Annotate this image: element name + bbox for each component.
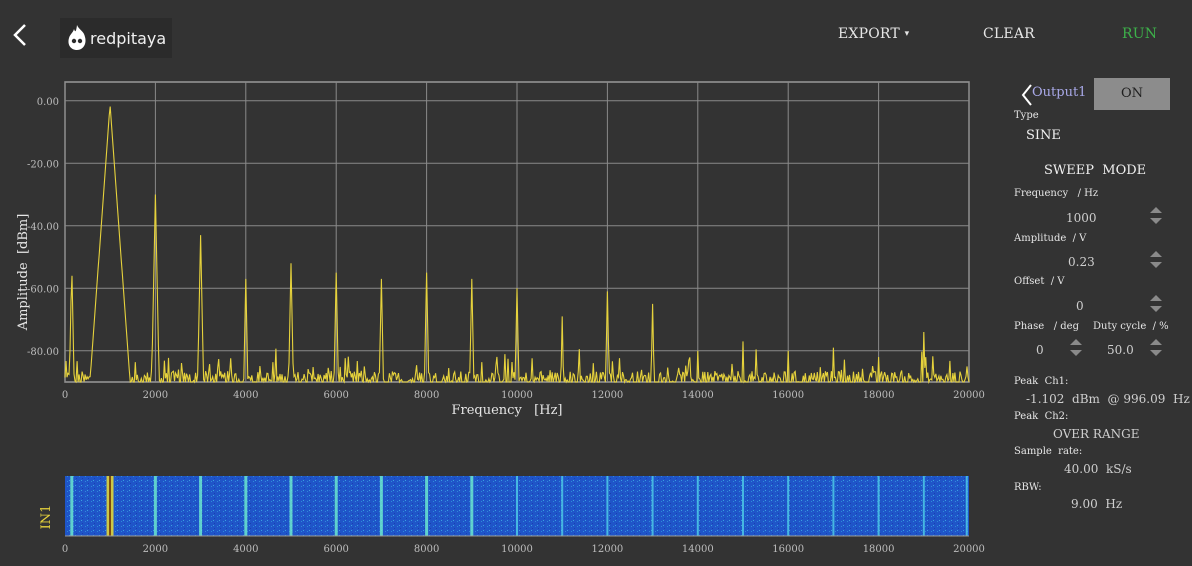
- peak-ch1-value: -1.102 dBm @ 996.09 Hz: [1026, 392, 1190, 406]
- redpitaya-logo: redpitaya: [60, 18, 172, 58]
- logo-text: redpitaya: [90, 29, 167, 48]
- waterfall-x-tick-label: 2000: [143, 544, 168, 555]
- waterfall-line: [922, 476, 925, 536]
- waterfall-line: [965, 476, 968, 536]
- y-axis-label: Amplitude [dBm]: [16, 214, 31, 332]
- waterfall-line: [470, 476, 474, 536]
- x-axis-label: Frequency [Hz]: [451, 403, 562, 418]
- waterfall-x-tick-label: 10000: [501, 544, 533, 555]
- waterfall-x-tick-label: 18000: [863, 544, 895, 555]
- x-tick-label: 2000: [143, 390, 168, 401]
- x-tick-label: 18000: [863, 390, 895, 401]
- x-tick-label: 12000: [591, 390, 623, 401]
- waterfall-line: [199, 476, 203, 536]
- waterfall-line: [153, 476, 157, 536]
- type-value[interactable]: SINE: [1026, 128, 1061, 143]
- x-tick-label: 14000: [682, 390, 714, 401]
- spectrum-trace: [64, 106, 970, 385]
- waterfall-line: [606, 476, 609, 536]
- waterfall-x-tick-label: 8000: [414, 544, 439, 555]
- waterfall-line: [379, 476, 383, 536]
- back-arrow-icon[interactable]: [10, 22, 32, 48]
- export-label: EXPORT: [838, 26, 900, 42]
- waterfall-line: [70, 476, 74, 536]
- frequency-stepper-icon[interactable]: [1149, 206, 1163, 226]
- waterfall-x-tick-label: 0: [62, 544, 68, 555]
- peak-ch1-label: Peak Ch1:: [1014, 376, 1069, 387]
- waterfall-x-tick-label: 20000: [953, 544, 985, 555]
- y-tick-label: -60.00: [27, 284, 59, 295]
- amplitude-stepper-icon[interactable]: [1149, 250, 1163, 270]
- x-tick-labels: 0 2000 4000 6000 8000 10000 12000 14000 16000 180…: [62, 390, 985, 401]
- waterfall-line: [425, 476, 429, 536]
- waterfall-x-tick-label: 4000: [233, 544, 258, 555]
- phase-stepper-icon[interactable]: [1069, 338, 1083, 358]
- duty-cycle-stepper-icon[interactable]: [1149, 338, 1163, 358]
- waterfall-line: [742, 476, 744, 536]
- waterfall-line: [244, 476, 248, 536]
- offset-input[interactable]: 0: [1076, 299, 1084, 313]
- offset-stepper-icon[interactable]: [1149, 294, 1163, 314]
- offset-label: Offset / V: [1014, 276, 1065, 287]
- spectrum-chart: 0.00 -20.00 -40.00 -60.00 -80.00 0 2000 4000 60…: [16, 81, 985, 418]
- phase-label: Phase / deg: [1014, 321, 1079, 332]
- y-tick-label: -80.00: [27, 347, 59, 358]
- waterfall-x-tick-label: 14000: [682, 544, 714, 555]
- waterfall-line: [289, 476, 293, 536]
- output-prev-icon[interactable]: [1020, 82, 1034, 108]
- waterfall-x-tick-label: 16000: [772, 544, 804, 555]
- x-tick-label: 10000: [501, 390, 533, 401]
- run-button[interactable]: RUN: [1122, 26, 1158, 42]
- waterfall-line: [877, 476, 880, 536]
- waterfall-line: [334, 476, 338, 536]
- x-tick-label: 0: [62, 390, 68, 401]
- y-tick-labels: 0.00 -20.00 -40.00 -60.00 -80.00: [27, 97, 59, 358]
- clear-button[interactable]: CLEAR: [983, 26, 1035, 42]
- peak-ch2-label: Peak Ch2:: [1014, 411, 1069, 422]
- flame-logo-icon: [68, 25, 86, 50]
- grid: [64, 82, 970, 382]
- waterfall-x-tick-labels: 0 2000 4000 6000 8000 10000 12000 14000 16000 180…: [62, 544, 985, 555]
- frequency-input[interactable]: 1000: [1066, 211, 1097, 225]
- sweep-mode-button[interactable]: SWEEP MODE: [1044, 163, 1147, 178]
- x-tick-label: 16000: [772, 390, 804, 401]
- waterfall-line: [516, 476, 518, 536]
- output-on-button[interactable]: ON: [1094, 78, 1170, 110]
- x-tick-label: 20000: [953, 390, 985, 401]
- rbw-value: 9.00 Hz: [1071, 497, 1123, 511]
- frequency-label: Frequency / Hz: [1014, 188, 1099, 199]
- rbw-label: RBW:: [1014, 482, 1042, 493]
- waterfall-line: [832, 476, 835, 536]
- waterfall-x-tick-label: 12000: [591, 544, 623, 555]
- amplitude-input[interactable]: 0.23: [1068, 255, 1095, 269]
- output-selector[interactable]: Output1: [1032, 85, 1087, 100]
- y-tick-label: -40.00: [27, 222, 59, 233]
- export-button[interactable]: EXPORT ▾: [838, 26, 909, 42]
- duty-cycle-label: Duty cycle / %: [1093, 321, 1169, 332]
- waterfall-x-tick-label: 6000: [323, 544, 348, 555]
- waterfall-channel-label: IN1: [39, 505, 54, 530]
- peak-ch2-value: OVER RANGE: [1053, 427, 1140, 441]
- sample-rate-label: Sample rate:: [1014, 446, 1083, 457]
- y-tick-label: -20.00: [27, 159, 59, 170]
- amplitude-label: Amplitude / V: [1014, 233, 1087, 244]
- x-tick-label: 4000: [233, 390, 258, 401]
- waterfall-line-core: [109, 476, 112, 536]
- type-label: Type: [1014, 110, 1039, 121]
- waterfall-line: [561, 476, 564, 536]
- waterfall-line: [787, 476, 790, 536]
- duty-cycle-input[interactable]: 50.0: [1107, 343, 1134, 357]
- phase-input[interactable]: 0: [1036, 343, 1044, 357]
- caret-down-icon: ▾: [904, 29, 910, 39]
- waterfall-chart: 0 2000 4000 6000 8000 10000 12000 14000 16000 180…: [39, 476, 985, 555]
- waterfall-line: [696, 476, 699, 536]
- y-tick-label: 0.00: [37, 97, 59, 108]
- waterfall-lines: [70, 476, 968, 536]
- sample-rate-value: 40.00 kS/s: [1064, 462, 1132, 476]
- waterfall-line: [651, 476, 654, 536]
- x-tick-label: 8000: [414, 390, 439, 401]
- x-tick-label: 6000: [323, 390, 348, 401]
